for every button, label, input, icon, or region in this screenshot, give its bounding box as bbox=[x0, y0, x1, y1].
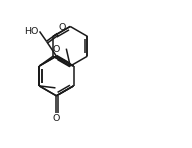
Text: O: O bbox=[53, 45, 60, 54]
Text: O: O bbox=[58, 23, 66, 32]
Text: HO: HO bbox=[24, 27, 39, 36]
Text: O: O bbox=[53, 114, 60, 123]
